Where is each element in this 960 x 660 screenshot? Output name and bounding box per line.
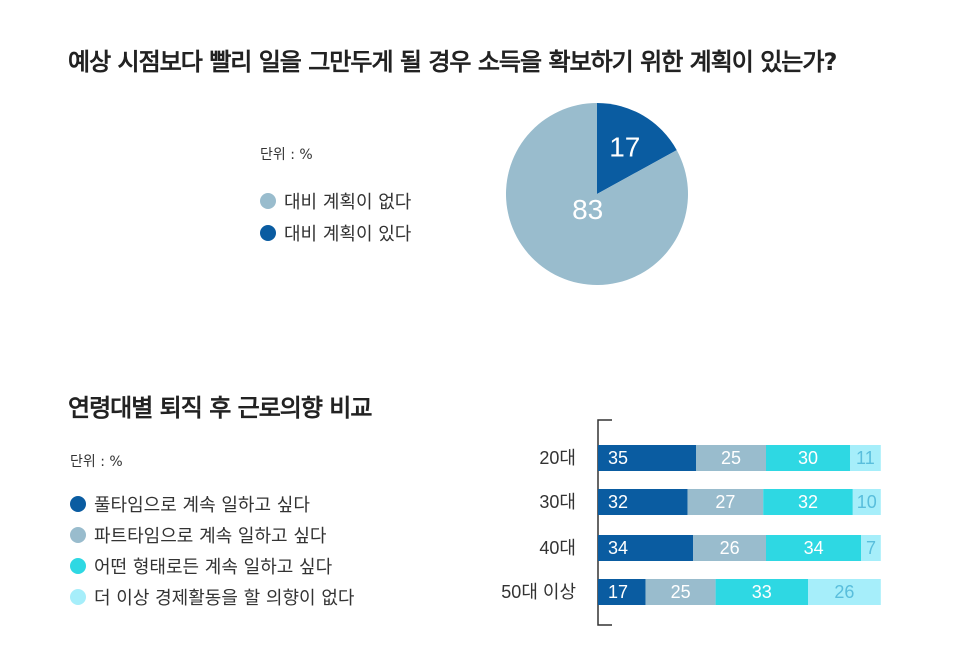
bar-segment-3-3 [808, 579, 881, 605]
bar-value-label-0-2: 30 [798, 448, 818, 468]
bar-value-label-2-2: 34 [804, 538, 824, 558]
legend-swatch [260, 225, 276, 241]
bar-segment-1-0 [598, 489, 688, 515]
pie-slice-label-1: 83 [572, 194, 603, 225]
pie-legend-item-no-plan: 대비 계획이 없다 [260, 185, 411, 217]
bar-value-label-1-3: 10 [857, 492, 877, 512]
bar-segment-0-0 [598, 445, 696, 471]
pie-slice-1 [505, 102, 688, 286]
bar-value-label-1-1: 27 [715, 492, 735, 512]
bar-value-label-2-0: 34 [608, 538, 628, 558]
bar-value-label-3-1: 25 [671, 582, 691, 602]
bar-legend: 풀타임으로 계속 일하고 싶다 파트타임으로 계속 일하고 싶다 어떤 형태로든… [70, 488, 354, 612]
pie-legend: 대비 계획이 없다 대비 계획이 있다 [260, 185, 411, 249]
bar-segment-2-3 [861, 535, 881, 561]
legend-label: 더 이상 경제활동을 할 의향이 없다 [94, 587, 355, 609]
pie-legend-item-has-plan: 대비 계획이 있다 [260, 217, 411, 249]
y-tick-label-2: 40대 [539, 538, 576, 558]
bar-value-label-2-3: 7 [866, 538, 876, 558]
bar-legend-item-fulltime: 풀타임으로 계속 일하고 싶다 [70, 488, 354, 519]
legend-swatch [70, 557, 86, 574]
bar-unit-label: 단위 : % [70, 454, 123, 470]
bar-segment-2-2 [766, 535, 862, 561]
bar-segment-1-2 [763, 489, 853, 515]
legend-swatch [70, 526, 86, 543]
legend-label: 파트타임으로 계속 일하고 싶다 [94, 525, 327, 547]
pie-slice-0 [597, 103, 677, 194]
bar-value-label-3-0: 17 [608, 582, 628, 602]
bar-value-label-0-3: 11 [856, 448, 875, 468]
bar-value-label-0-1: 25 [721, 448, 741, 468]
legend-label: 풀타임으로 계속 일하고 싶다 [94, 494, 310, 516]
bar-segment-3-0 [598, 579, 646, 605]
bar-value-label-1-2: 32 [798, 492, 818, 512]
legend-swatch [70, 495, 86, 512]
y-tick-label-1: 30대 [539, 492, 576, 512]
bar-segment-1-1 [687, 489, 764, 515]
y-tick-label-3: 50대 이상 [501, 582, 576, 602]
bar-segment-3-2 [715, 579, 808, 605]
bar-segment-0-1 [696, 445, 766, 471]
bar-segment-0-3 [850, 445, 881, 471]
y-tick-label-0: 20대 [539, 448, 576, 468]
pie-chart-title: 예상 시점보다 빨리 일을 그만두게 될 경우 소득을 확보하기 위한 계획이 … [68, 48, 837, 76]
bar-value-label-0-0: 35 [608, 448, 628, 468]
legend-swatch [260, 193, 276, 209]
bar-value-label-2-1: 26 [720, 538, 740, 558]
legend-swatch [70, 588, 86, 605]
legend-label: 어떤 형태로든 계속 일하고 싶다 [94, 556, 333, 578]
bar-legend-item-parttime: 파트타임으로 계속 일하고 싶다 [70, 519, 354, 550]
legend-label: 대비 계획이 없다 [284, 192, 412, 213]
bar-segment-1-3 [852, 489, 881, 515]
legend-label: 대비 계획이 있다 [284, 224, 412, 245]
bar-value-label-3-3: 26 [834, 582, 854, 602]
bar-segment-3-1 [645, 579, 716, 605]
bar-segment-2-0 [598, 535, 694, 561]
bar-chart-title: 연령대별 퇴직 후 근로의향 비교 [68, 394, 372, 422]
bar-value-label-3-2: 33 [752, 582, 772, 602]
bar-segment-0-2 [766, 445, 850, 471]
y-axis-bracket [597, 419, 612, 626]
bar-segment-2-1 [693, 535, 766, 561]
bar-legend-item-no-intention: 더 이상 경제활동을 할 의향이 없다 [70, 581, 354, 612]
pie-slice-label-0: 17 [609, 132, 640, 163]
bar-value-label-1-0: 32 [608, 492, 628, 512]
pie-unit-label: 단위 : % [260, 147, 313, 163]
bar-legend-item-any-form: 어떤 형태로든 계속 일하고 싶다 [70, 550, 354, 581]
